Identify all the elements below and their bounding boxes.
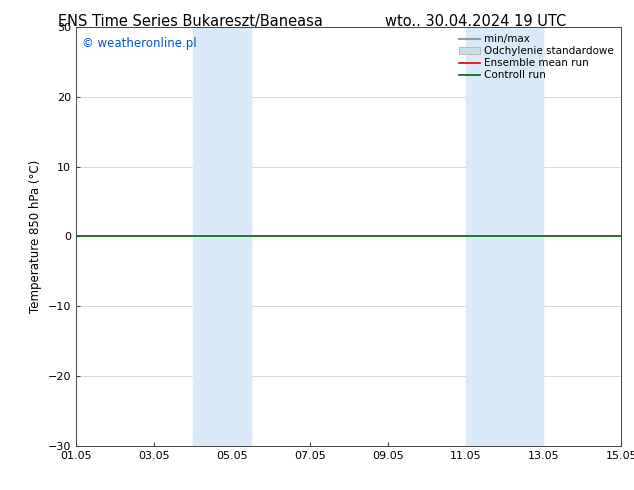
- Text: wto.. 30.04.2024 19 UTC: wto.. 30.04.2024 19 UTC: [385, 14, 566, 29]
- Text: ENS Time Series Bukareszt/Baneasa: ENS Time Series Bukareszt/Baneasa: [58, 14, 323, 29]
- Text: © weatheronline.pl: © weatheronline.pl: [82, 37, 196, 50]
- Legend: min/max, Odchylenie standardowe, Ensemble mean run, Controll run: min/max, Odchylenie standardowe, Ensembl…: [457, 32, 616, 83]
- Y-axis label: Temperature 850 hPa (°C): Temperature 850 hPa (°C): [29, 160, 42, 313]
- Bar: [465, 27, 543, 446]
- Bar: [193, 27, 251, 446]
